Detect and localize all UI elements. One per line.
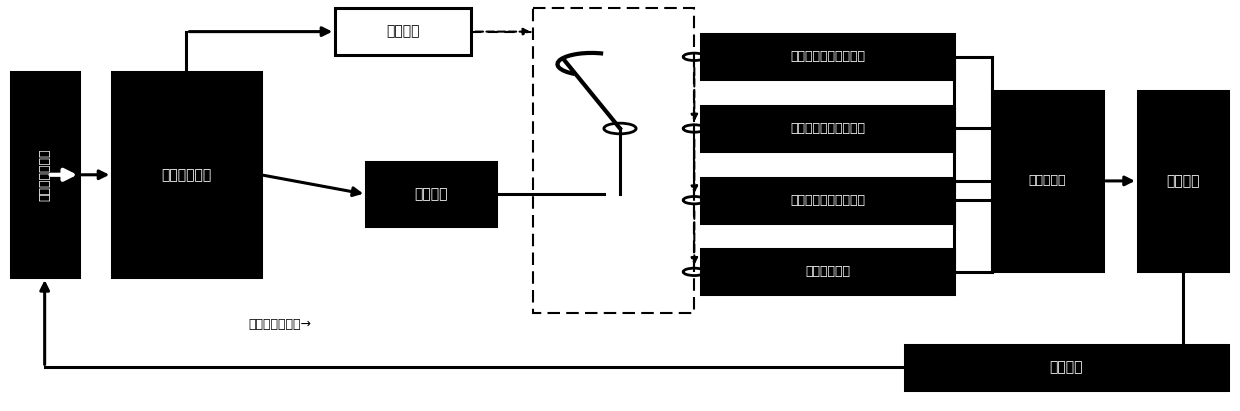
Text: 采集单元: 采集单元 [1050,360,1084,374]
Text: 标准化接口: 标准化接口 [1028,174,1066,187]
Text: 嵌入式工控系统: 嵌入式工控系统 [38,148,51,201]
Bar [701,249,955,294]
Text: 指令处理单元: 指令处理单元 [161,168,212,182]
Text: 程控式多路开关→: 程控式多路开关→ [248,318,311,331]
Bar [11,72,78,277]
Bar [533,8,694,313]
Bar [366,162,496,226]
Bar [701,34,955,79]
Text: 电路选择: 电路选择 [414,187,448,201]
Bar [701,178,955,223]
Bar [1138,91,1228,271]
Text: 参数设定: 参数设定 [387,25,420,39]
Text: 测量回路: 测量回路 [1166,174,1199,188]
Text: 局放测量特性检测模块: 局放测量特性检测模块 [790,50,866,63]
Bar [335,8,471,55]
Bar [905,345,1228,390]
Text: 扩展功能模块: 扩展功能模块 [805,266,849,278]
Bar [701,106,955,151]
Text: 振荡电压特性检测模块: 振荡电压特性检测模块 [790,194,866,207]
Bar [992,91,1104,271]
Bar [112,72,260,277]
Text: 局放定位特性检测模块: 局放定位特性检测模块 [790,122,866,135]
